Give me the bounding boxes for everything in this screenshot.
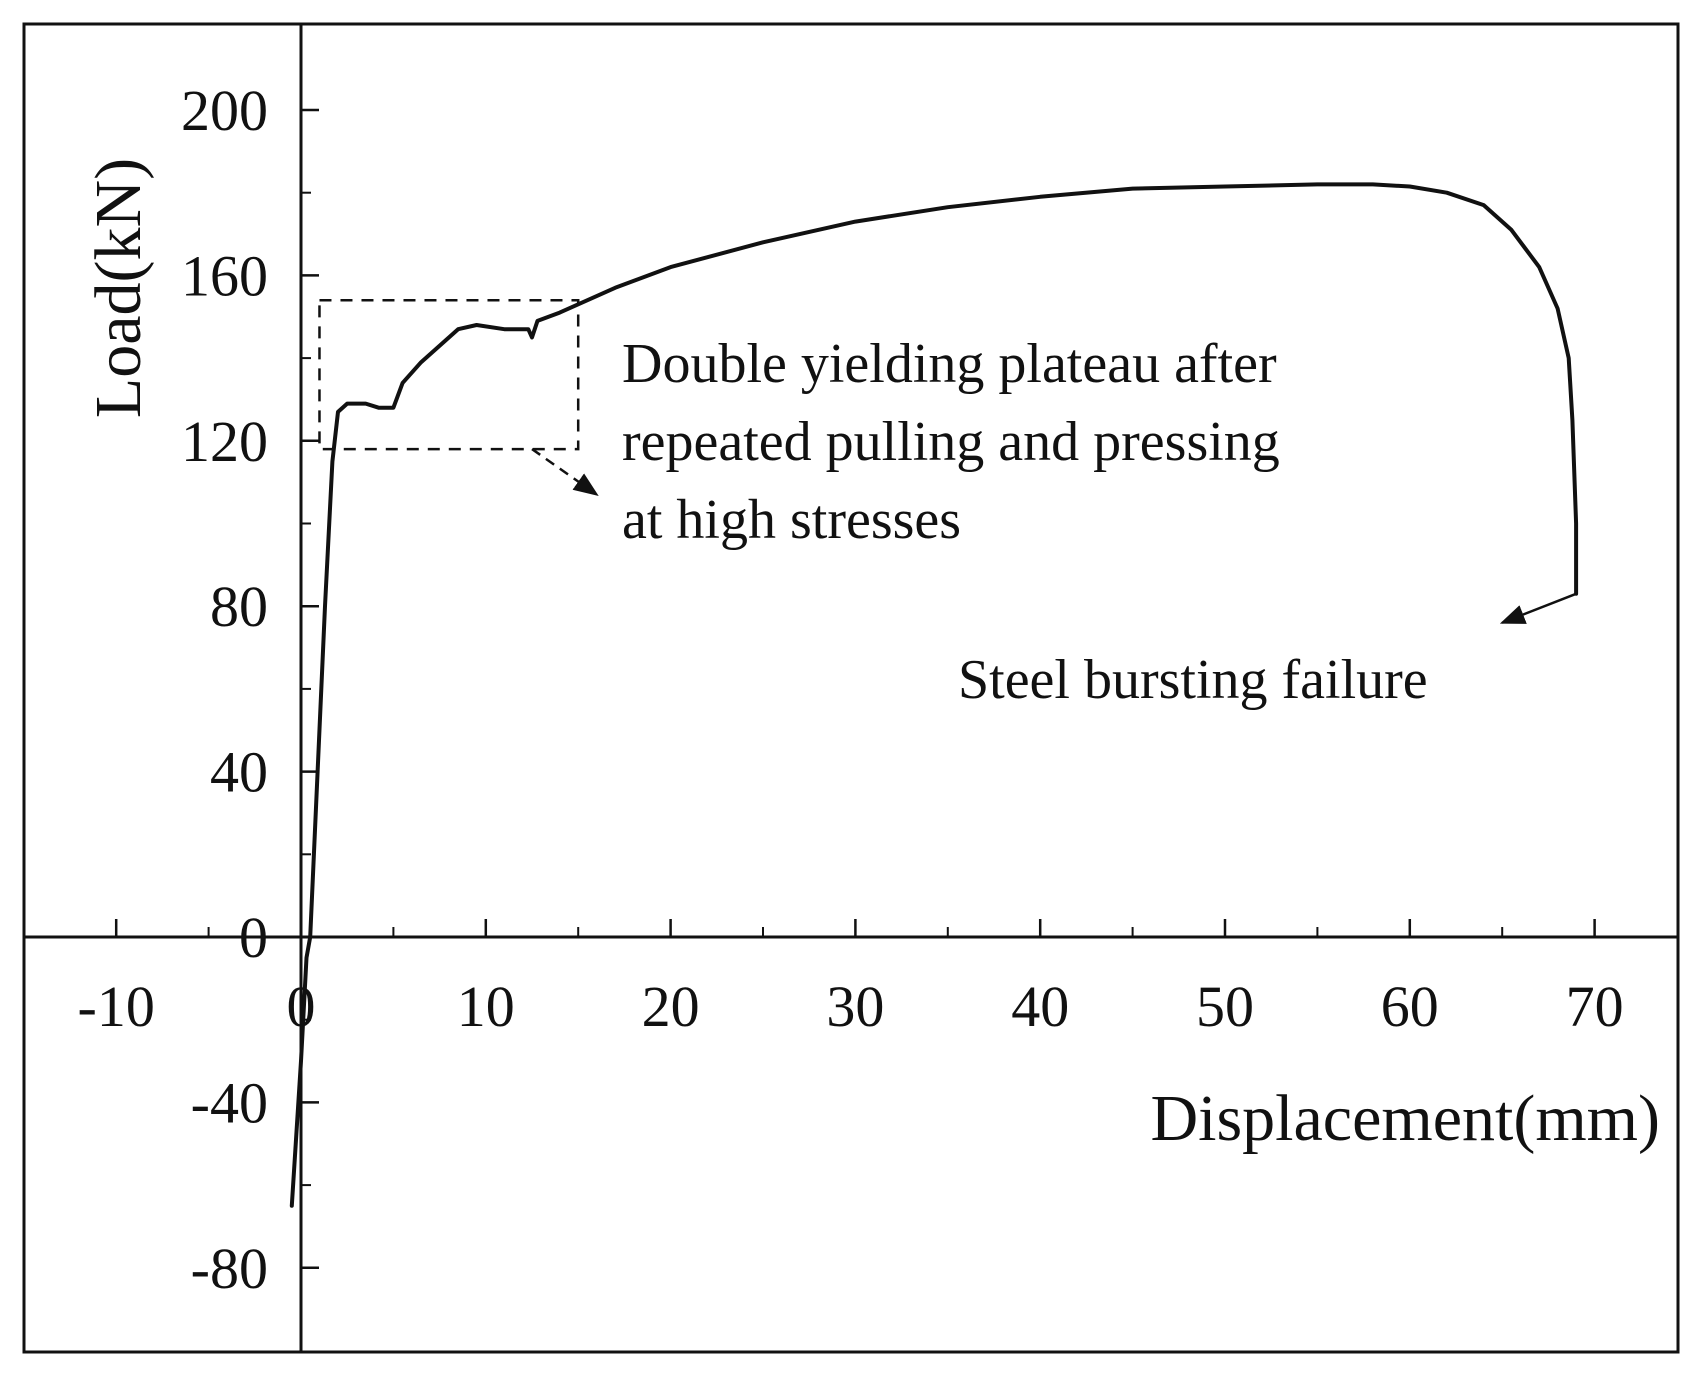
plot-frame	[22, 22, 1680, 1354]
y-tick-label: 0	[239, 905, 268, 970]
annotation-line: repeated pulling and pressing	[622, 411, 1280, 473]
y-tick-label: 200	[181, 78, 268, 143]
x-axis-title: Displacement(mm)	[1150, 1082, 1660, 1155]
x-tick-label: 30	[826, 974, 884, 1039]
highlight-region	[318, 298, 580, 451]
annotation-line: Steel bursting failure	[958, 649, 1428, 711]
annotation-arrow	[1499, 592, 1577, 624]
y-tick-label: 160	[181, 243, 268, 308]
annotation-text: Double yielding plateau after repeated pu…	[622, 333, 1280, 551]
x-tick-label: 10	[457, 974, 515, 1039]
labels: -10 0 10 20 30 40 50 60 70 -80 -40 0 40 80 120 160 200 Di…	[78, 78, 1660, 1301]
annotations: Double yielding plateau after repeated pu…	[531, 333, 1577, 711]
x-tick-label: 20	[642, 974, 700, 1039]
y-tick-label: 80	[210, 574, 268, 639]
x-tick-label: 40	[1011, 974, 1069, 1039]
x-tick-label: -10	[78, 974, 155, 1039]
annotation-arrow	[531, 448, 599, 496]
y-tick-label: 40	[210, 740, 268, 805]
x-tick-label: 60	[1381, 974, 1439, 1039]
x-tick-label: 70	[1566, 974, 1624, 1039]
annotation-line: Double yielding plateau after	[622, 333, 1277, 395]
series-line	[289, 182, 1579, 1208]
y-tick-label: -40	[191, 1070, 268, 1135]
x-tick-label: 0	[287, 974, 316, 1039]
highlight-box	[318, 298, 580, 451]
y-axis-title: Load(kN)	[82, 158, 155, 418]
y-tick-label: -80	[191, 1236, 268, 1301]
x-tick-label: 50	[1196, 974, 1254, 1039]
y-tick-label: 120	[181, 409, 268, 474]
annotation-text: Steel bursting failure	[958, 649, 1428, 711]
series	[289, 182, 1579, 1208]
annotation-line: at high stresses	[622, 489, 961, 551]
